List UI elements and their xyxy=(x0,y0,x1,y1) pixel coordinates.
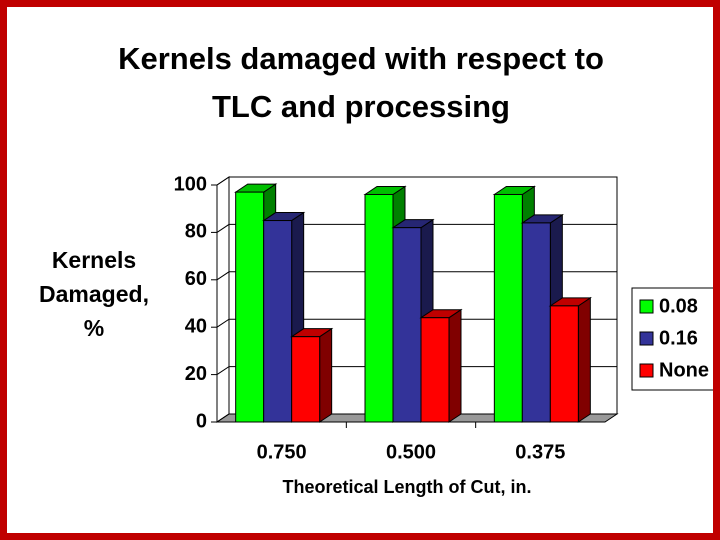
side-wall xyxy=(216,176,230,423)
bar xyxy=(549,305,579,423)
bar xyxy=(364,193,394,423)
y-tick-label: 100 xyxy=(174,173,207,195)
bar xyxy=(420,317,450,423)
legend-label: None xyxy=(659,359,709,381)
bar xyxy=(521,222,551,423)
y-tick-label: 60 xyxy=(185,268,207,290)
grid-line xyxy=(216,271,617,281)
legend-label: 0.08 xyxy=(659,295,698,317)
y-tick-label: 20 xyxy=(185,363,207,385)
y-tick-label: 40 xyxy=(185,315,207,337)
legend-swatch xyxy=(639,331,654,346)
chart-title: Kernels damaged with respect to TLC and … xyxy=(118,41,604,124)
bar xyxy=(493,193,523,423)
grid-line xyxy=(216,176,617,186)
bar-side xyxy=(319,327,333,423)
x-axis-title: Theoretical Length of Cut, in. xyxy=(283,477,532,497)
grid-line xyxy=(216,413,617,423)
bar-side xyxy=(448,308,462,423)
bar xyxy=(291,336,321,423)
legend-swatch xyxy=(639,363,654,378)
x-tick-label: 0.750 xyxy=(257,441,307,463)
x-tick-label: 0.500 xyxy=(386,441,436,463)
bar xyxy=(263,220,293,423)
bar-side xyxy=(577,296,591,423)
bar xyxy=(392,227,422,423)
x-tick-label: 0.375 xyxy=(515,441,565,463)
grid-line xyxy=(216,223,617,233)
bar xyxy=(235,191,265,423)
legend-label: 0.16 xyxy=(659,327,698,349)
grid-line xyxy=(216,318,617,328)
grid-line xyxy=(216,366,617,376)
y-axis-title: Kernels Damaged, % xyxy=(39,247,149,341)
y-tick-label: 0 xyxy=(196,410,207,432)
y-tick-label: 80 xyxy=(185,221,207,243)
legend-swatch xyxy=(639,299,654,314)
